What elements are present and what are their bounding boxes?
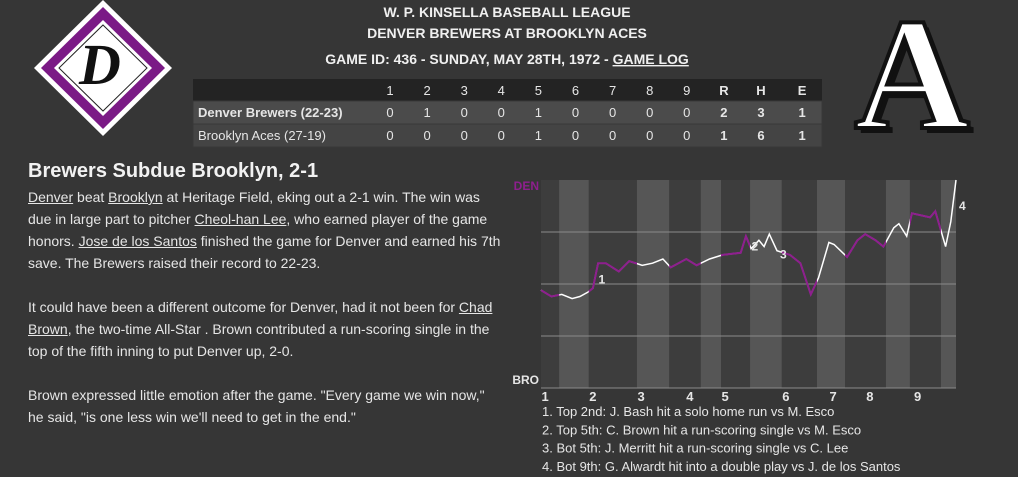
score-cell: 0	[609, 105, 616, 120]
column-header: 7	[609, 83, 616, 98]
text: , the two-time All-Star . Brown contribu…	[28, 321, 490, 359]
score-cell: 0	[646, 128, 653, 143]
x-tick-label: 2	[589, 389, 596, 404]
paragraph: Brown expressed little emotion after the…	[28, 384, 502, 428]
column-header: 9	[683, 83, 690, 98]
play-marker: 4	[959, 199, 966, 213]
score-cell: 0	[498, 105, 505, 120]
link[interactable]: Jose de los Santos	[78, 233, 197, 249]
article: Brewers Subdue Brooklyn, 2-1 Denver beat…	[28, 160, 502, 450]
score-cell: 6	[757, 128, 764, 143]
x-tick-label: 4	[686, 389, 694, 404]
table-header-bg	[193, 79, 822, 101]
paragraph: Denver beat Brooklyn at Heritage Field, …	[28, 186, 502, 274]
column-header: 2	[423, 83, 430, 98]
column-header: 8	[646, 83, 653, 98]
score-cell: 0	[386, 128, 393, 143]
line-score: 1 2 3 4 5 6 7 8 9 R H E Denver Brewers (22-23) 0 1 0 0 1 0…	[192, 79, 823, 148]
play-note: 4. Bot 9th: G. Alwardt hit into a double…	[542, 459, 901, 474]
team-name: Denver Brewers (22-23)	[198, 105, 343, 120]
play-marker: 1	[598, 273, 605, 287]
logo-letter: D	[78, 32, 121, 97]
score-cell: 0	[461, 105, 468, 120]
x-tick-label: 1	[542, 389, 549, 404]
score-cell: 0	[646, 105, 653, 120]
text: beat	[73, 189, 109, 205]
x-tick-label: 8	[866, 389, 873, 404]
score-cell: 0	[572, 105, 579, 120]
home-logo: A A	[852, 0, 975, 168]
x-tick-label: 9	[914, 389, 921, 404]
link[interactable]: Cheol-han Lee	[194, 211, 287, 227]
score-cell: 0	[498, 128, 505, 143]
play-note: 2. Top 5th: C. Brown hit a run-scoring s…	[542, 422, 861, 437]
link[interactable]: Chad Brown	[28, 299, 493, 337]
play-marker: 2	[752, 239, 759, 253]
column-header: H	[756, 83, 765, 98]
link[interactable]: Brooklyn	[108, 189, 163, 205]
score-cell: 3	[757, 105, 764, 120]
score-cell: 0	[609, 128, 616, 143]
table-row-bg	[192, 123, 823, 148]
column-header: 3	[461, 83, 468, 98]
column-header: E	[798, 83, 807, 98]
matchup: DENVER BREWERS AT BROOKLYN ACES	[367, 25, 647, 41]
play-marker: 3	[780, 248, 787, 262]
column-header: 6	[572, 83, 579, 98]
text: , who earned player of the game honors.	[28, 211, 488, 249]
score-cell: 0	[683, 105, 690, 120]
score-cell: 0	[461, 128, 468, 143]
game-info: GAME ID: 436 - SUNDAY, MAY 28TH, 1972 - …	[325, 51, 689, 67]
x-tick-label: 5	[722, 389, 729, 404]
logo-letter: A	[854, 0, 970, 163]
text: Brown expressed little emotion after the…	[28, 387, 485, 425]
score-cell: 1	[798, 105, 805, 120]
league-name: W. P. KINSELLA BASEBALL LEAGUE	[383, 4, 630, 20]
x-tick-label: 7	[829, 389, 836, 404]
column-header: R	[719, 83, 729, 98]
score-cell: 0	[423, 128, 430, 143]
score-cell: 0	[572, 128, 579, 143]
away-logo: D	[34, 0, 172, 136]
headline: Brewers Subdue Brooklyn, 2-1	[28, 160, 319, 182]
score-cell: 1	[720, 128, 727, 143]
y-tick-label: DEN	[514, 179, 539, 193]
column-header: 5	[535, 83, 542, 98]
link[interactable]: Denver	[28, 189, 74, 205]
game-log-link[interactable]: GAME LOG	[613, 51, 689, 67]
text: finished the game for Denver and earned …	[28, 233, 501, 271]
play-note: 1. Top 2nd: J. Bash hit a solo home run …	[542, 404, 834, 419]
play-note: 3. Bot 5th: J. Merritt hit a run-scoring…	[542, 441, 848, 456]
score-cell: 2	[720, 105, 727, 120]
y-tick-label: BRO	[512, 373, 539, 387]
column-header: 4	[498, 83, 505, 98]
game-info-text: GAME ID: 436 - SUNDAY, MAY 28TH, 1972 -	[325, 51, 612, 67]
column-header: 1	[386, 83, 393, 98]
x-tick-label: 6	[782, 389, 789, 404]
score-cell: 1	[798, 128, 805, 143]
score-cell: 1	[535, 105, 542, 120]
score-cell: 1	[423, 105, 430, 120]
paragraph: It could have been a different outcome f…	[28, 296, 502, 362]
team-name: Brooklyn Aces (27-19)	[198, 128, 326, 143]
text: at Heritage Field, eking out a 2-1 win. …	[28, 189, 480, 227]
text: It could have been a different outcome f…	[28, 299, 459, 315]
score-cell: 0	[683, 128, 690, 143]
score-cell: 0	[386, 105, 393, 120]
x-tick-label: 3	[638, 389, 645, 404]
logo-shadow: A	[859, 0, 975, 168]
score-cell: 1	[535, 128, 542, 143]
